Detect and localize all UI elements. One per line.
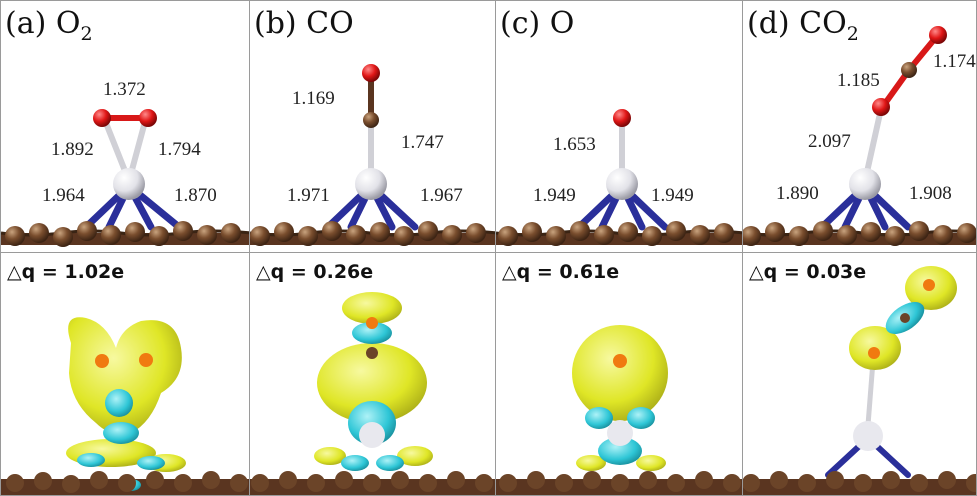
bond-length-label: 1.964 <box>42 185 85 206</box>
adsorbate-atoms <box>359 317 385 448</box>
adsorbate-atoms <box>853 279 935 451</box>
charge-transfer-label: △q = 1.02e <box>7 261 125 283</box>
isosurface-yellow <box>572 325 668 471</box>
bond-length-label: 1.949 <box>651 185 694 206</box>
carbon-atoms <box>499 471 741 492</box>
carbon-atoms <box>498 221 734 246</box>
bond-length-label: 1.372 <box>103 79 146 100</box>
charge-transfer-label: △q = 0.03e <box>749 261 867 283</box>
charge-transfer-label: △q = 0.26e <box>256 261 374 283</box>
panel-c-structure-drawing <box>496 109 742 246</box>
metal-atom <box>606 168 638 200</box>
panel-c-charge-drawing <box>496 325 742 495</box>
panel-a-charge-drawing <box>1 317 249 495</box>
charge-transfer-label: △q = 0.61e <box>502 261 620 283</box>
panel-b-structure-drawing <box>250 64 495 246</box>
panel-c-charge-density: △q = 0.61e <box>495 252 743 496</box>
oxygen-atom <box>929 26 947 44</box>
panel-d-charge-drawing <box>743 266 976 495</box>
isosurface-cyan <box>585 407 655 465</box>
oxygen-atom <box>872 98 890 116</box>
oxygen-atom <box>93 109 111 127</box>
bond-length-label: 1.870 <box>174 185 217 206</box>
bond-length-label: 1.174 <box>933 51 976 72</box>
panel-c-title: (c) O <box>500 6 575 41</box>
panel-d-title: (d) CO2 <box>747 6 859 45</box>
bond-length-label: 1.794 <box>158 139 201 160</box>
oxygen-atom <box>362 64 380 82</box>
metal-atom <box>113 168 145 200</box>
bond-length-label: 1.949 <box>533 185 576 206</box>
adsorbate-atoms <box>607 354 633 446</box>
bond-length-label: 1.892 <box>51 139 94 160</box>
panel-a-charge-density: △q = 1.02e <box>0 252 250 496</box>
bond-length-label: 1.890 <box>776 183 819 204</box>
panel-b-structure: (b) CO 1.169 1.747 1.971 1.967 <box>249 0 496 253</box>
carbon-atoms <box>743 221 976 246</box>
isosurface-yellow <box>314 292 433 466</box>
bond-length-label: 1.908 <box>909 183 952 204</box>
o-metal-bond <box>865 360 876 426</box>
bond-length-label: 1.747 <box>401 132 444 153</box>
isosurface-cyan <box>77 389 165 491</box>
carbon-atoms <box>5 221 241 247</box>
bond-length-label: 1.967 <box>420 185 463 206</box>
bond-length-label: 2.097 <box>808 131 851 152</box>
oxygen-atom <box>613 109 631 127</box>
panel-a-structure-drawing <box>1 109 249 247</box>
oxygen-atoms <box>95 353 153 368</box>
carbon-atoms <box>251 471 493 492</box>
panel-d-charge-density: △q = 0.03e <box>742 252 977 496</box>
carbon-atom <box>363 112 379 128</box>
panel-d-structure: (d) CO2 1.185 1.174 2.097 1.890 1.908 <box>742 0 977 253</box>
panel-c-structure: (c) O 1.653 1.949 1.949 <box>495 0 743 253</box>
panel-a-structure: (a) O2 1.372 1.892 1.794 1.964 1.870 <box>0 0 250 253</box>
metal-atom <box>849 168 881 200</box>
carbon-atom <box>901 62 917 78</box>
panel-b-charge-drawing <box>250 292 495 495</box>
bond-length-label: 1.169 <box>292 88 335 109</box>
carbon-atoms <box>6 471 248 493</box>
panel-b-title: (b) CO <box>254 6 354 41</box>
carbon-atoms <box>250 221 486 246</box>
bond-length-label: 1.185 <box>837 70 880 91</box>
panel-b-charge-density: △q = 0.26e <box>249 252 496 496</box>
bond-length-label: 1.971 <box>287 185 330 206</box>
carbon-atoms <box>743 471 976 492</box>
metal-atom <box>355 168 387 200</box>
bond-length-label: 1.653 <box>553 134 596 155</box>
panel-d-structure-drawing <box>743 26 976 246</box>
panel-a-title: (a) O2 <box>5 6 93 45</box>
oxygen-atom <box>139 109 157 127</box>
